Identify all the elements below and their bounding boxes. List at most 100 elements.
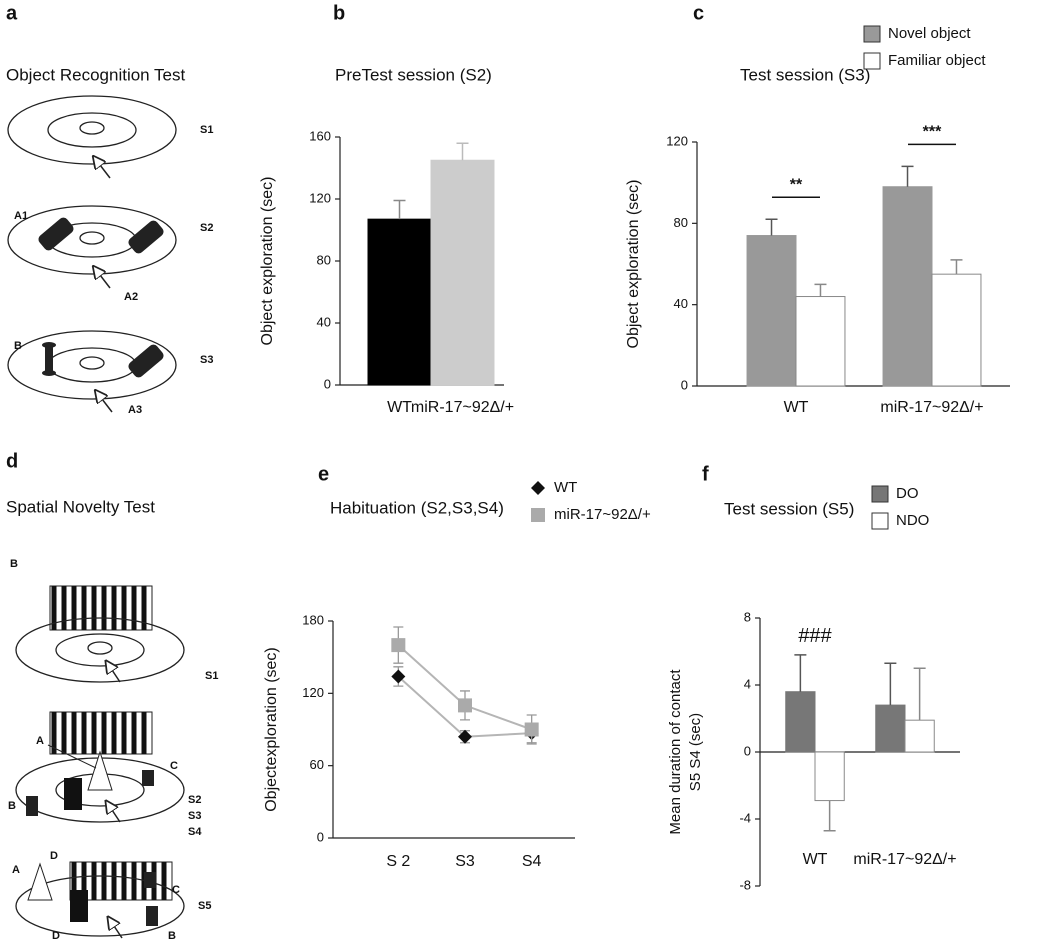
object bbox=[142, 770, 154, 786]
diagram-label: S1 bbox=[205, 670, 218, 682]
y-tick-label: 0 bbox=[681, 377, 688, 392]
object bbox=[128, 344, 164, 378]
bar bbox=[882, 186, 933, 387]
y-tick-label: 160 bbox=[309, 128, 331, 143]
object bbox=[64, 778, 82, 810]
bar bbox=[795, 296, 846, 387]
panel-label: c bbox=[693, 2, 704, 24]
object bbox=[87, 750, 113, 791]
diagram-label: C bbox=[170, 760, 178, 772]
error-bar bbox=[456, 142, 469, 161]
arrow bbox=[100, 275, 111, 289]
arena bbox=[15, 617, 185, 683]
object bbox=[38, 217, 74, 251]
data-point bbox=[458, 698, 472, 713]
object bbox=[42, 342, 56, 348]
diagram-label: A2 bbox=[124, 291, 138, 303]
object bbox=[146, 906, 158, 926]
error-bar bbox=[884, 662, 897, 706]
diagram-label: B bbox=[168, 930, 176, 942]
x-tick-label: S3 bbox=[455, 853, 475, 870]
y-axis-label: Objectexploration (sec) bbox=[263, 647, 280, 812]
object bbox=[26, 796, 38, 816]
object bbox=[128, 220, 164, 254]
object bbox=[144, 872, 156, 888]
error-bar bbox=[950, 259, 963, 275]
panel-label: d bbox=[6, 450, 18, 472]
object bbox=[70, 890, 88, 922]
data-point bbox=[391, 638, 406, 653]
legend-swatch bbox=[871, 512, 889, 530]
diagram-label: S3 bbox=[188, 810, 201, 822]
arrow bbox=[100, 165, 111, 179]
y-tick-label: 40 bbox=[317, 314, 331, 329]
diagram-label: B bbox=[8, 800, 16, 812]
legend-label: WT bbox=[554, 479, 577, 496]
chart-title: Habituation (S2,S3,S4) bbox=[330, 498, 504, 517]
arena bbox=[79, 356, 105, 370]
arena bbox=[47, 112, 137, 148]
diagram-label: A bbox=[36, 735, 44, 747]
legend-label: Familiar object bbox=[888, 52, 986, 69]
legend-marker bbox=[531, 481, 545, 495]
error-bar bbox=[765, 218, 778, 236]
cue-stripes bbox=[51, 586, 147, 630]
legend-label: NDO bbox=[896, 512, 929, 529]
legend-label: DO bbox=[896, 485, 919, 502]
chart-title: Test session (S5) bbox=[724, 499, 854, 518]
x-tick-label: miR-17~92Δ/+ bbox=[880, 399, 983, 416]
arrow bbox=[112, 810, 121, 823]
y-tick-label: 120 bbox=[309, 190, 331, 205]
panel-label: a bbox=[6, 2, 18, 24]
arrow bbox=[102, 399, 113, 413]
x-tick-label: S4 bbox=[522, 853, 542, 870]
y-tick-label: 180 bbox=[302, 612, 324, 627]
object bbox=[27, 862, 53, 901]
diagram-label: S4 bbox=[188, 826, 202, 838]
diagram-label: D bbox=[52, 930, 60, 942]
x-tick-label: WT bbox=[784, 399, 809, 416]
cue-stripes bbox=[51, 712, 147, 754]
panel-label: f bbox=[702, 463, 709, 485]
annotation: ### bbox=[798, 625, 832, 647]
y-tick-label: 0 bbox=[324, 376, 331, 391]
y-tick-label: 0 bbox=[317, 829, 324, 844]
bar bbox=[875, 704, 906, 753]
bar bbox=[814, 751, 845, 802]
legend-label: Novel object bbox=[888, 25, 971, 42]
y-axis-label: S5 S4 (sec) bbox=[687, 713, 704, 791]
chart-title: PreTest session (S2) bbox=[335, 65, 492, 84]
x-tick-label: miR-17~92Δ/+ bbox=[411, 399, 514, 416]
y-tick-label: 120 bbox=[666, 133, 688, 148]
diagram-label: B bbox=[10, 558, 18, 570]
bar bbox=[430, 159, 495, 386]
data-point bbox=[524, 722, 539, 737]
panel-label: e bbox=[318, 463, 329, 485]
diagram-label: S5 bbox=[198, 900, 211, 912]
data-point bbox=[458, 729, 472, 744]
diagram-title: Spatial Novelty Test bbox=[6, 497, 155, 516]
chart-title: Test session (S3) bbox=[740, 65, 870, 84]
arena bbox=[7, 95, 177, 165]
bar bbox=[367, 218, 432, 386]
arena bbox=[47, 347, 137, 383]
arena bbox=[87, 641, 113, 655]
annotation: *** bbox=[923, 124, 942, 141]
object bbox=[42, 370, 56, 376]
arena bbox=[55, 633, 145, 667]
arena bbox=[15, 875, 185, 937]
error-bar bbox=[814, 283, 827, 297]
diagram-label: A3 bbox=[128, 404, 142, 416]
y-tick-label: 8 bbox=[744, 609, 751, 624]
error-bar bbox=[823, 800, 836, 832]
y-tick-label: 120 bbox=[302, 685, 324, 700]
x-tick-label: WT bbox=[803, 851, 828, 868]
legend-label: miR-17~92Δ/+ bbox=[554, 506, 651, 523]
legend-swatch bbox=[871, 485, 889, 503]
y-tick-label: -8 bbox=[739, 877, 751, 892]
arrow bbox=[114, 926, 123, 939]
legend-swatch bbox=[863, 52, 881, 70]
diagram-label: C bbox=[172, 884, 180, 896]
